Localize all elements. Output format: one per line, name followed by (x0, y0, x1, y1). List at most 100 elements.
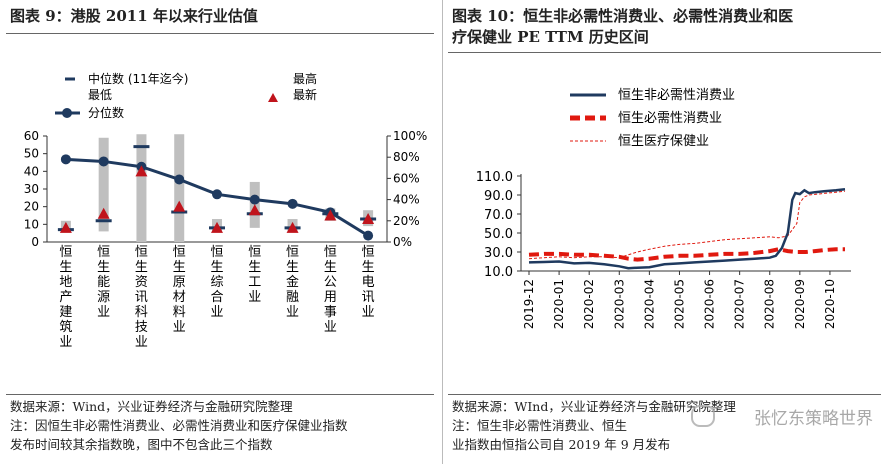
category-char: 用 (324, 290, 337, 305)
x-tick-label: 2020-04 (642, 279, 656, 329)
category-label: 恒生综合业 (210, 245, 223, 320)
range-bar (98, 137, 109, 232)
category-char: 生 (97, 260, 110, 275)
legend-series1-label: 恒生非必需性消费业 (618, 88, 735, 103)
category-char: 原 (173, 275, 186, 290)
x-tick-label: 2020-03 (612, 279, 626, 329)
category-char: 业 (324, 320, 337, 335)
legend-high-label: 最高 (293, 71, 317, 86)
chart10-source: 数据来源：WInd，兴业证券经济与金融研究院整理 注：恒生非必需性消费业、恒生 … (452, 397, 736, 454)
category-char: 生 (286, 260, 299, 275)
x-tick-label: 2020-01 (552, 279, 566, 329)
panel-divider (442, 0, 443, 464)
category-char: 恒 (97, 245, 110, 260)
category-char: 电 (362, 275, 375, 290)
category-char: 事 (324, 305, 337, 320)
chart10-title-line2: 疗保健业 PE TTM 历史区间 (452, 28, 649, 46)
series-line (528, 188, 846, 270)
right-panel: 图表 10：恒生非必需性消费业、必需性消费业和医 疗保健业 PE TTM 历史区… (446, 0, 891, 464)
latest-marker (248, 204, 261, 216)
chart10-svg: 恒生非必需性消费业 恒生必需性消费业 恒生医疗保健业 10.0 30.0 50.0 7… (476, 88, 851, 329)
legend-series3-label: 恒生医疗保健业 (618, 134, 709, 149)
category-char: 资 (135, 275, 148, 290)
y-tick-label: 30 (24, 182, 39, 196)
category-char: 业 (97, 305, 110, 320)
category-label: 恒生电讯业 (362, 245, 375, 320)
category-char: 恒 (324, 245, 337, 260)
y2-tick-label: 60% (393, 171, 420, 185)
percentile-point (212, 189, 222, 200)
y-tick-label: 90.0 (484, 189, 513, 204)
y-tick-label: 20 (24, 200, 39, 214)
category-char: 工 (248, 275, 261, 290)
category-char: 讯 (135, 290, 148, 305)
legend-latest-swatch (268, 93, 278, 102)
category-char: 金 (286, 274, 299, 290)
category-char: 源 (97, 290, 110, 305)
legend-series2-label: 恒生必需性消费业 (618, 111, 722, 126)
category-char: 技 (135, 320, 148, 335)
chart9-source: 数据来源：Wind，兴业证券经济与金融研究院整理 注：因恒生非必需性消费业、必需… (10, 397, 348, 454)
y2-tick-label: 80% (393, 150, 420, 164)
y-tick-label: 0 (31, 235, 39, 249)
category-char: 恒 (210, 245, 223, 260)
category-char: 生 (173, 260, 186, 275)
series-line (528, 247, 845, 262)
category-char: 生 (59, 260, 72, 275)
percentile-point (287, 198, 298, 209)
y-tick-label: 110.0 (476, 170, 513, 185)
category-label: 恒生地产建筑业 (59, 245, 72, 350)
x-tick-label: 2020-02 (582, 279, 596, 329)
y-tick-label: 10.0 (484, 265, 513, 280)
category-label: 恒生资讯科技业 (135, 245, 148, 350)
latest-marker (286, 221, 299, 233)
category-char: 能 (97, 275, 110, 290)
percentile-point (60, 154, 71, 165)
category-char: 生 (135, 260, 148, 275)
chart10-title: 图表 10：恒生非必需性消费业、必需性消费业和医 疗保健业 PE TTM 历史区… (452, 6, 793, 48)
legend-median-label: 中位数 (11年迄今) (88, 71, 188, 86)
latest-marker (135, 165, 148, 177)
category-char: 业 (362, 305, 375, 320)
title-divider (448, 52, 881, 53)
x-tick-label: 2020-09 (793, 279, 807, 329)
range-bar (136, 134, 147, 242)
latest-marker (211, 221, 223, 233)
y-tick-label: 70.0 (484, 208, 513, 223)
source-line: 数据来源：Wind，兴业证券经济与金融研究院整理 (10, 399, 293, 414)
category-char: 科 (135, 305, 148, 320)
y-tick-label: 60 (24, 129, 39, 143)
category-char: 综 (210, 275, 223, 290)
y-tick-label: 50 (24, 147, 39, 161)
category-char: 建 (59, 305, 72, 320)
latest-marker (173, 200, 186, 212)
legend-percentile-label: 分位数 (88, 105, 124, 120)
category-char: 生 (324, 260, 337, 275)
category-char: 业 (286, 305, 299, 320)
category-char: 融 (286, 290, 299, 305)
latest-marker (97, 207, 110, 219)
y-tick-label: 50.0 (484, 227, 513, 242)
chart9-svg: 中位数 (11年迄今) 最低 分位数 最高 最新 0 10 20 30 40 50 60 0%… (24, 71, 428, 350)
category-char: 恒 (286, 245, 299, 260)
percentile-point (98, 156, 109, 167)
category-label: 恒生公用事业 (324, 245, 337, 335)
left-panel: 图表 9：港股 2011 年以来行业估值 中位数 (11年迄今) 最低 分位数 … (0, 0, 440, 464)
category-char: 生 (362, 260, 375, 275)
y2-tick-label: 100% (393, 129, 427, 143)
x-tick-label: 2019-12 (522, 279, 536, 329)
watermark-text: 张忆东策略世界 (754, 409, 873, 429)
category-char: 恒 (135, 245, 148, 260)
category-char: 材 (173, 290, 186, 305)
category-char: 恒 (248, 245, 261, 260)
latest-marker (362, 213, 375, 225)
title-divider (6, 33, 434, 34)
category-char: 地 (59, 275, 72, 290)
percentile-point (249, 194, 260, 205)
category-label: 恒生金融业 (286, 245, 299, 320)
latest-marker (59, 221, 72, 233)
note-line: 注：恒生非必需性消费业、恒生 (452, 418, 628, 433)
source-divider (6, 394, 434, 395)
source-divider (448, 394, 881, 395)
chart9-title: 图表 9：港股 2011 年以来行业估值 (10, 7, 258, 25)
